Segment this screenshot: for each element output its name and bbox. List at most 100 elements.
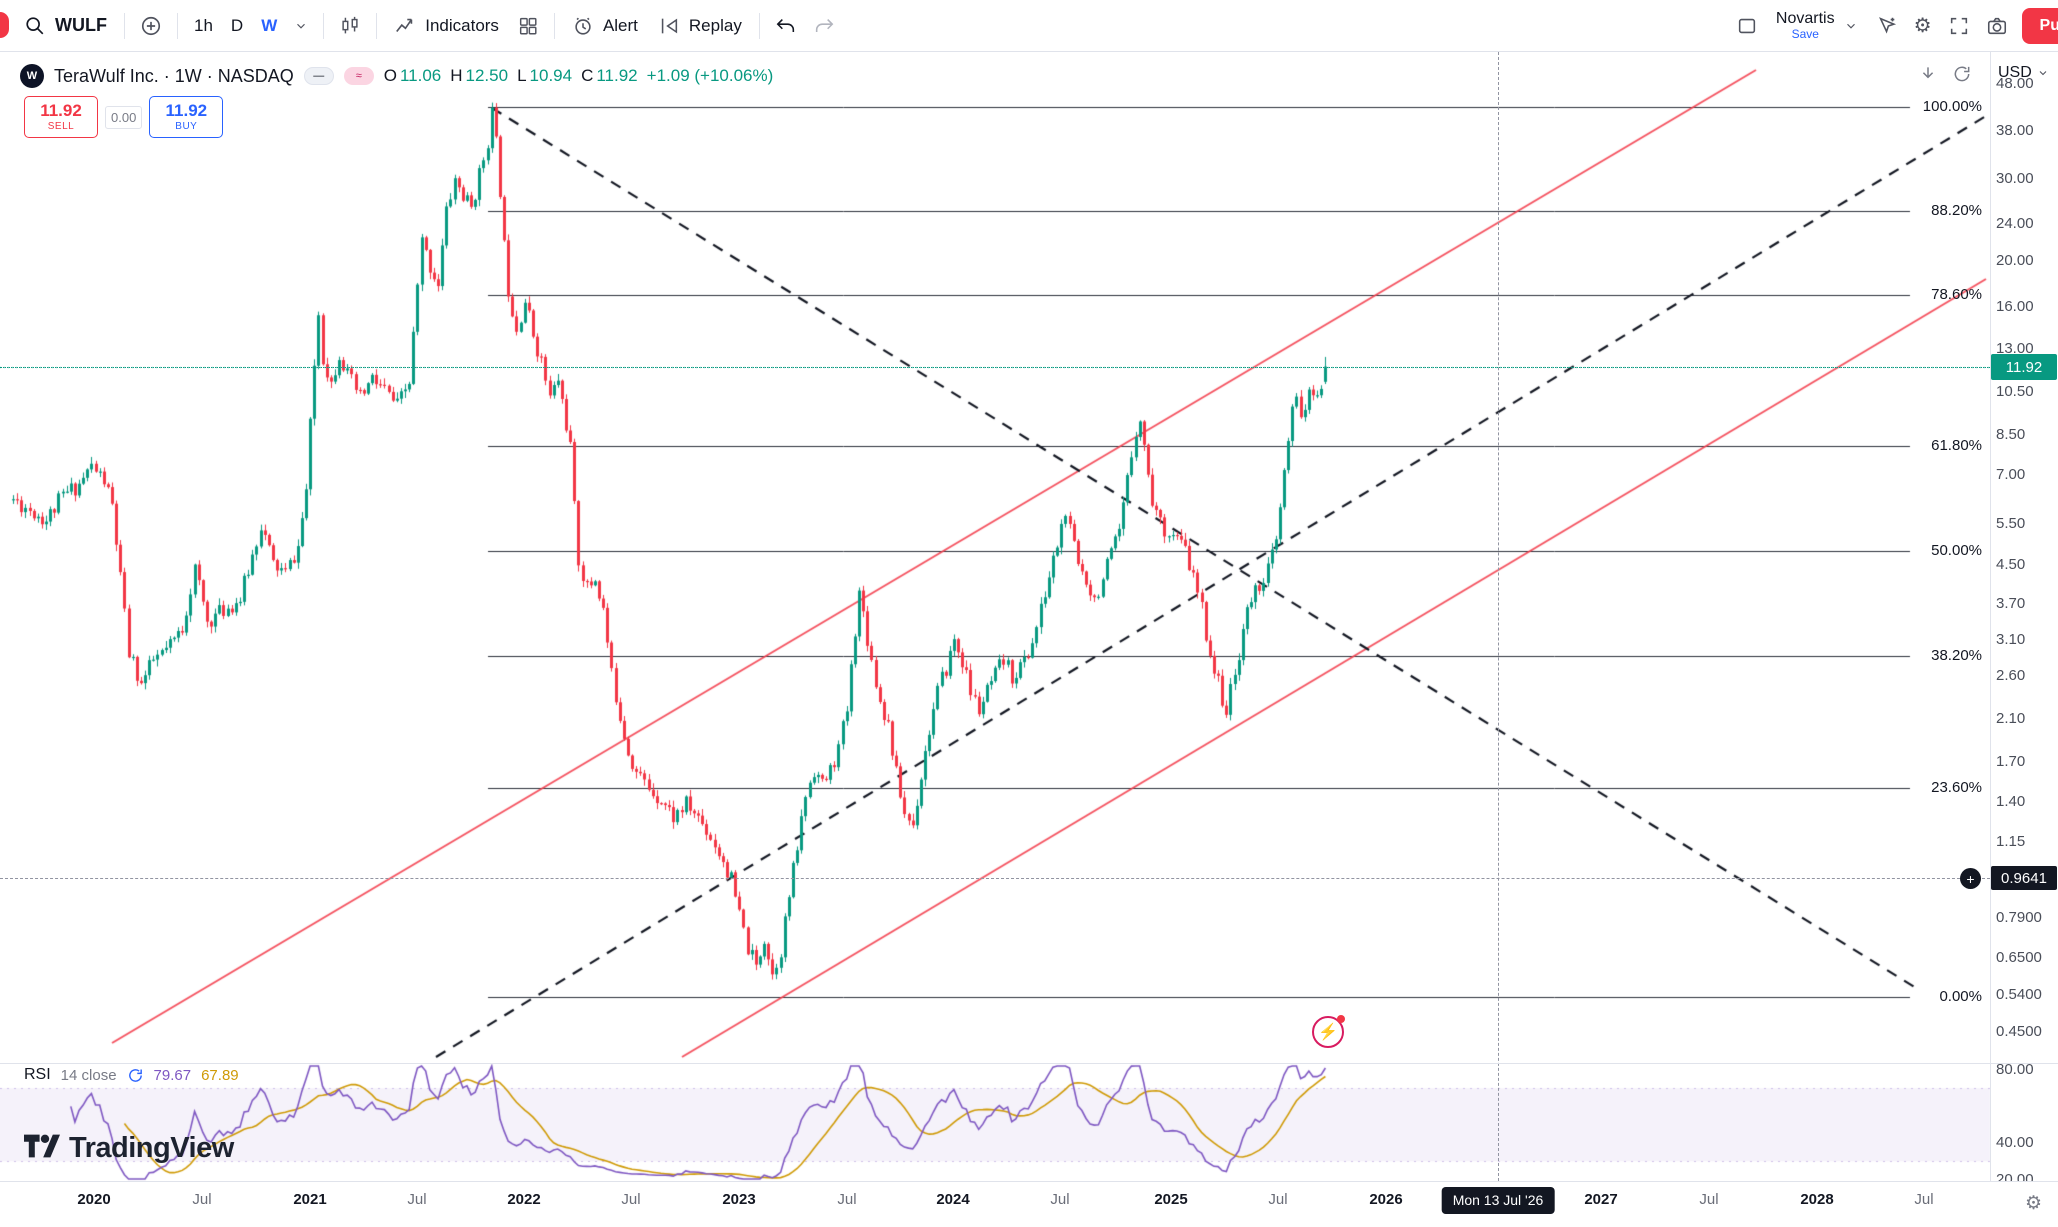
rsi-sync-icon[interactable] — [127, 1067, 144, 1084]
crosshair-plus-icon[interactable]: + — [1960, 868, 1981, 889]
fullscreen-button[interactable] — [1940, 7, 1978, 45]
time-label-2028: 2028 — [1800, 1191, 1834, 1208]
time-label-2025: 2025 — [1154, 1191, 1188, 1208]
change-value: +1.09 (+10.06%) — [646, 66, 774, 85]
time-label-Jul: Jul — [621, 1191, 641, 1208]
high-number: 12.50 — [465, 66, 509, 85]
chart-settings-button[interactable]: ⚙ — [1906, 7, 1940, 45]
time-label-2020: 2020 — [77, 1191, 111, 1208]
currency-selector[interactable]: USD — [1998, 64, 2049, 82]
open-number: 11.06 — [399, 66, 442, 85]
indicator-templates-button[interactable] — [509, 7, 547, 45]
crosshair-vertical-line — [1498, 52, 1499, 1181]
layout-square-icon — [1738, 18, 1756, 33]
interval-dropdown-button[interactable] — [286, 7, 316, 45]
tradingview-logo-icon — [24, 1134, 60, 1157]
sell-button[interactable]: 11.92 SELL — [24, 96, 98, 138]
time-label-2023: 2023 — [722, 1191, 756, 1208]
replay-button[interactable]: Replay — [648, 7, 752, 45]
tradingview-brand: TradingView — [69, 1132, 234, 1164]
reset-scale-icon[interactable] — [1952, 64, 1972, 84]
rsi-params: 14 close — [60, 1066, 117, 1084]
grid-icon — [519, 17, 537, 35]
low-number: 10.94 — [529, 66, 573, 85]
toolbar-separator — [376, 12, 378, 39]
buy-label: BUY — [175, 120, 198, 132]
camera-icon — [1987, 17, 2006, 34]
rsi-pane-divider[interactable] — [0, 1063, 2058, 1064]
buy-button[interactable]: 11.92 BUY — [149, 96, 224, 138]
interval-D[interactable]: D — [230, 15, 244, 35]
symbol-logo: W — [20, 64, 44, 88]
chart-type-button[interactable] — [331, 7, 369, 45]
legend-minus-pill-icon[interactable]: — — [303, 67, 334, 85]
buy-price: 11.92 — [165, 101, 208, 121]
tradingview-watermark[interactable]: TradingView — [24, 1132, 234, 1165]
layout-button[interactable] — [1728, 7, 1766, 45]
publish-button[interactable]: Pu — [2021, 7, 2058, 44]
time-label-Jul: Jul — [837, 1191, 857, 1208]
ohlc-values: O 11.06 H 12.50 L 10.94 C 11.92 +1.09 (+10.0… — [384, 66, 774, 86]
trade-panel: 11.92 SELL 0.00 11.92 BUY — [24, 96, 224, 138]
indicators-button[interactable]: Indicators — [384, 7, 509, 45]
interval-1h[interactable]: 1h — [193, 15, 213, 35]
plus-icon — [141, 16, 161, 35]
time-axis[interactable]: 2020 Jul 2021 Jul 2022 Jul 2023 Jul 2024 Jul 2025 J… — [0, 1181, 2058, 1227]
replay-icon — [661, 18, 678, 33]
scale-quick-actions — [1918, 64, 1972, 84]
high-label: H — [450, 66, 463, 85]
cursor-sparkle-icon — [1878, 16, 1896, 34]
sell-price: 11.92 — [40, 101, 82, 121]
undo-arrow-icon — [776, 18, 794, 32]
symbol-search-button[interactable]: WULF — [14, 7, 117, 45]
close-label: C — [581, 66, 594, 85]
axis-settings-gear-icon[interactable]: ⚙ — [2024, 1193, 2042, 1214]
rsi-value: 79.67 — [153, 1066, 192, 1084]
rsi-legend[interactable]: RSI 14 close 79.67 67.89 — [24, 1066, 239, 1084]
notification-badge[interactable] — [0, 12, 9, 38]
close-value: C 11.92 — [581, 66, 638, 86]
open-value: O 11.06 — [384, 66, 442, 86]
legend-wave-pill-icon[interactable]: ≈ — [343, 67, 374, 85]
undo-button[interactable] — [767, 7, 805, 45]
interval-switcher: 1h D W — [185, 8, 286, 44]
crosshair-date-badge: Mon 13 Jul '26 — [1441, 1187, 1555, 1214]
symbol-name: WULF — [55, 15, 107, 35]
rsi-ma-value: 67.89 — [201, 1066, 239, 1084]
low-label: L — [517, 66, 527, 85]
time-label-2021: 2021 — [293, 1191, 327, 1208]
toolbar-separator — [123, 12, 125, 39]
current-price-line — [0, 367, 1990, 368]
time-label-Jul: Jul — [407, 1191, 427, 1208]
toolbar-separator — [758, 12, 760, 39]
indicators-icon — [396, 18, 413, 32]
event-dot — [1337, 1015, 1345, 1023]
indicators-label: Indicators — [425, 15, 499, 35]
symbol-legend: W TeraWulf Inc. · 1W · NASDAQ — ≈ O 11.06… — [20, 62, 773, 90]
low-value: L 10.94 — [517, 66, 572, 86]
scroll-down-icon[interactable] — [1918, 64, 1938, 84]
interval-W[interactable]: W — [261, 15, 278, 35]
save-link[interactable]: Save — [1791, 26, 1819, 41]
price-axis-border — [1990, 52, 1991, 1227]
crosshair-price-badge: 0.9641 — [1991, 866, 2057, 890]
symbol-title[interactable]: TeraWulf Inc. · 1W · NASDAQ — [54, 65, 294, 86]
chevron-down-icon — [297, 23, 306, 29]
event-flash-icon[interactable]: ⚡ — [1312, 1015, 1345, 1048]
spread-value: 0.00 — [105, 105, 143, 129]
close-number: 11.92 — [596, 66, 638, 85]
redo-button[interactable] — [805, 7, 843, 45]
quick-actions-button[interactable] — [1868, 7, 1906, 45]
snapshot-button[interactable] — [1978, 7, 2016, 45]
time-label-2027: 2027 — [1584, 1191, 1618, 1208]
layout-name: Novartis — [1775, 9, 1835, 27]
high-value: H 12.50 — [450, 66, 508, 86]
layout-name-button[interactable]: Novartis Save — [1766, 7, 1868, 45]
search-icon — [26, 16, 44, 34]
compare-add-button[interactable] — [132, 7, 170, 45]
last-price-badge: 11.92 — [1991, 354, 2057, 380]
open-label: O — [383, 66, 397, 85]
alert-button[interactable]: Alert — [562, 7, 648, 45]
time-label-Jul: Jul — [1699, 1191, 1719, 1208]
